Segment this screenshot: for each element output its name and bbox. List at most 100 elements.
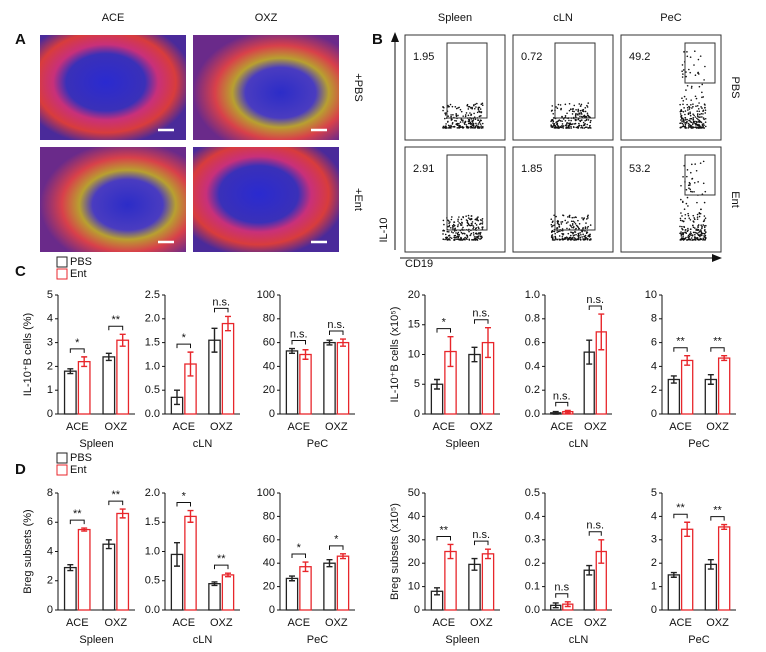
flow-event <box>481 122 484 125</box>
flow-event <box>447 124 450 127</box>
flow-event <box>566 122 568 125</box>
flow-event <box>563 237 566 239</box>
flow-event <box>472 119 475 122</box>
flow-event <box>556 121 559 123</box>
flow-event <box>474 239 477 241</box>
error-bar <box>225 572 231 578</box>
flow-event <box>687 227 689 230</box>
y-tick-label: 0 <box>47 604 53 616</box>
flow-event <box>586 123 589 126</box>
flow-event <box>577 232 580 235</box>
flow-event <box>700 112 703 115</box>
flow-event <box>690 99 692 101</box>
flow-event <box>691 163 693 166</box>
flow-event <box>473 107 476 110</box>
gate <box>554 154 596 231</box>
flow-event <box>691 177 694 180</box>
error-bar <box>670 375 677 384</box>
flow-event <box>573 123 576 125</box>
flow-event <box>552 120 555 123</box>
flow-event <box>702 109 705 112</box>
flow-event <box>584 234 587 237</box>
flow-event <box>696 213 699 216</box>
error-bar <box>174 542 180 567</box>
flow-event <box>472 226 475 228</box>
y-axis-label: IL-10⁺B cells (x10⁵) <box>389 307 401 403</box>
flow-plot <box>620 34 722 141</box>
flow-event <box>682 103 684 106</box>
x-tick-label: OXZ <box>584 421 607 433</box>
flow-event <box>682 175 684 178</box>
flow-event <box>573 236 575 239</box>
flow-event <box>685 188 688 191</box>
flow-event <box>685 202 688 205</box>
flow-event <box>565 127 567 129</box>
flow-event <box>450 231 453 233</box>
flow-event <box>480 237 483 240</box>
flow-event <box>582 233 584 236</box>
flow-event <box>582 121 585 124</box>
bar <box>77 528 91 611</box>
flow-event <box>550 120 552 123</box>
x-tick-label: ACE <box>66 421 89 433</box>
flow-event <box>689 218 692 221</box>
error-bar <box>187 509 194 523</box>
flow-event <box>467 222 470 225</box>
flow-event <box>679 110 682 113</box>
flow-event <box>572 220 575 223</box>
flow-event <box>562 127 565 129</box>
significance-bracket <box>710 516 725 521</box>
flow-event <box>702 239 704 241</box>
flow-event <box>452 125 454 128</box>
flow-event <box>695 123 698 126</box>
flow-event <box>699 120 701 122</box>
flow-event <box>472 239 475 241</box>
error-bar <box>471 557 478 571</box>
flow-event <box>583 235 586 238</box>
flow-event <box>682 99 685 102</box>
flow-event <box>701 227 703 230</box>
flow-event <box>571 222 574 225</box>
flow-event <box>701 126 703 129</box>
flow-event <box>683 208 686 210</box>
bar <box>680 359 694 415</box>
flow-event <box>470 215 473 217</box>
flow-event <box>472 224 474 227</box>
flow-event <box>570 119 572 122</box>
error-bar <box>105 352 112 362</box>
flow-event <box>701 123 704 125</box>
x-tick-label: OXZ <box>210 617 233 629</box>
bar <box>468 563 481 611</box>
flow-event <box>456 232 459 235</box>
error-bar <box>684 521 691 537</box>
flow-event <box>684 217 686 220</box>
flow-event <box>469 112 471 114</box>
flow-event <box>587 217 589 219</box>
y-tick-label: 1 <box>651 581 657 593</box>
error-bar <box>684 354 691 366</box>
flow-event <box>698 125 700 128</box>
y-tick-label: 0.1 <box>525 581 540 593</box>
flow-event <box>552 224 554 227</box>
flow-event <box>583 123 586 126</box>
flow-event <box>693 218 696 221</box>
flow-event <box>687 212 689 215</box>
x-tick-label: OXZ <box>706 617 729 629</box>
flow-event <box>480 114 482 117</box>
flow-event <box>470 123 472 126</box>
flow-event <box>703 239 706 241</box>
flow-event <box>444 127 447 129</box>
flow-event <box>696 218 699 220</box>
flow-event <box>702 125 705 128</box>
flow-event <box>701 225 703 228</box>
flow-event <box>451 105 454 108</box>
flow-event <box>682 232 685 234</box>
bar <box>299 353 312 415</box>
flow-event <box>552 230 554 233</box>
flow-event <box>450 125 453 128</box>
flow-event <box>690 117 693 120</box>
flow-event <box>575 108 577 111</box>
y-tick-label: 1 <box>47 384 53 396</box>
flow-event <box>462 226 464 229</box>
gate-value: 53.2 <box>629 163 650 175</box>
